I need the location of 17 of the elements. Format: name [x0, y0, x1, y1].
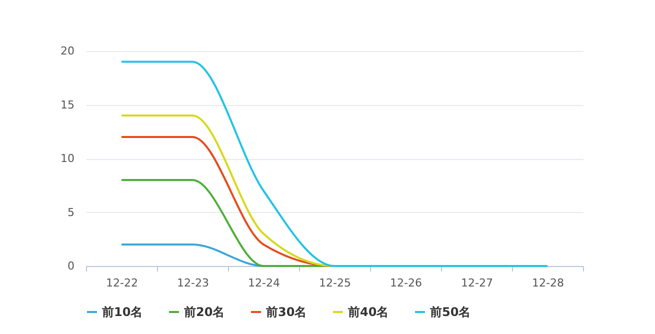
y-tick-label: 5	[68, 206, 74, 219]
legend-label: 前40名	[347, 305, 389, 319]
y-tick-label: 20	[60, 44, 74, 58]
legend-label: 前10名	[101, 305, 143, 319]
x-tick-label: 12-23	[177, 276, 209, 290]
y-tick-label: 10	[60, 152, 74, 165]
x-tick-label: 12-28	[532, 276, 564, 290]
y-tick-label: 0	[68, 260, 74, 272]
x-tick-label: 12-25	[319, 276, 351, 290]
legend-label: 前20名	[183, 305, 225, 319]
x-tick-label: 12-22	[106, 276, 138, 290]
x-tick-label: 12-27	[461, 276, 493, 290]
legend-label: 前50名	[429, 305, 471, 319]
x-tick-label: 12-26	[390, 276, 422, 290]
y-tick-label: 15	[60, 98, 74, 112]
x-tick-label: 12-24	[248, 276, 280, 290]
legend-label: 前30名	[265, 305, 307, 319]
